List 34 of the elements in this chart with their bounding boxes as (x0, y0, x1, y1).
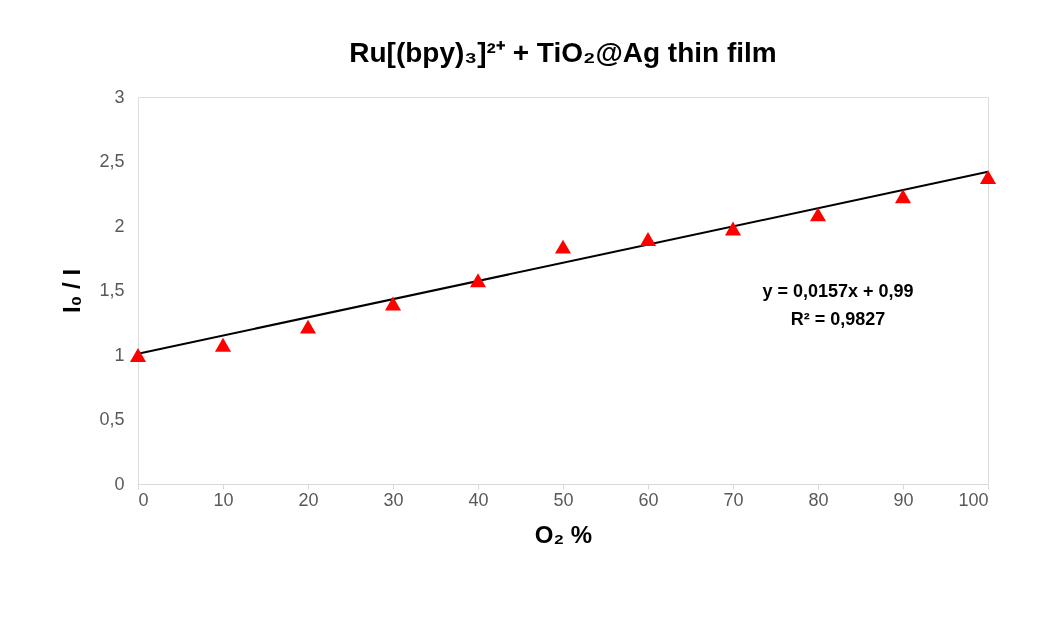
y-tick-label: 1,5 (99, 280, 125, 300)
point (724, 221, 742, 236)
point (129, 348, 147, 362)
y-tick-label: 1 (114, 344, 125, 365)
point (554, 239, 572, 254)
y-tick-label: 3 (114, 86, 125, 107)
y-tick-label: 0,5 (99, 409, 125, 429)
x-tick-label: 10 (213, 489, 234, 510)
point (384, 296, 402, 311)
annotation: y = 0,0157x + 0,99 (762, 281, 914, 301)
x-tick-label: 50 (553, 489, 574, 510)
point (894, 189, 912, 204)
y-axis-title: I₀ / I (58, 268, 86, 314)
x-tick-label: 90 (893, 489, 914, 510)
y-tick-label: 2,5 (99, 151, 125, 171)
point (979, 170, 997, 184)
point (639, 231, 657, 246)
x-tick-label: 0 (138, 489, 149, 510)
point (299, 319, 317, 334)
y-tick-label: 2 (114, 215, 125, 236)
x-tick-label: 80 (808, 489, 829, 510)
x-tick-label: 30 (383, 489, 404, 510)
x-tick-label: 20 (298, 489, 319, 510)
annotation: R² = 0,9827 (790, 309, 886, 329)
y-tick-label: 0 (114, 473, 125, 494)
x-tick-label: 40 (468, 489, 489, 510)
point (809, 207, 827, 222)
x-tick-label: 60 (638, 489, 659, 510)
x-axis-title: O₂ % (534, 520, 593, 548)
point (214, 337, 232, 352)
point (469, 273, 487, 288)
chart-title: Ru[(bpy)₃]²⁺ + TiO₂@Ag thin film (349, 37, 777, 68)
x-tick-label: 100 (958, 489, 989, 510)
x-tick-label: 70 (723, 489, 744, 510)
